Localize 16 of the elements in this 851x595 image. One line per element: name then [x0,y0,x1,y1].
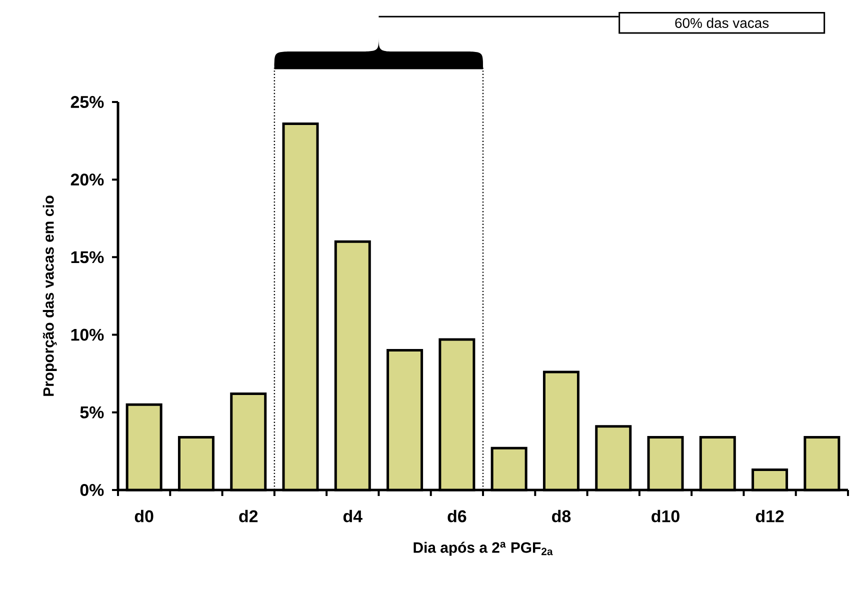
x-tick-label: d8 [552,510,571,522]
x-tick-label: d10 [652,510,680,522]
y-tick-label: 20% [70,174,104,186]
y-tick-label: 10% [71,328,104,341]
x-axis-title: Dia após a 2$^{a}$ PGF$_{2a}$ [414,542,553,556]
x-tick-label: d4 [343,510,362,522]
x-tick-label: d0 [134,510,154,522]
y-tick-label: 5% [80,406,104,418]
x-tick-label: d2 [239,510,258,522]
text: 60% das vacas [675,18,769,28]
x-tick-label: d12 [756,510,784,522]
y-tick-label: 15% [71,251,104,264]
x-tick-label: d6 [448,510,466,522]
y-tick-label: 0% [80,484,104,496]
y-tick-label: 25% [70,96,104,108]
y-axis-title: Proporção das vacas em cio [42,196,57,396]
